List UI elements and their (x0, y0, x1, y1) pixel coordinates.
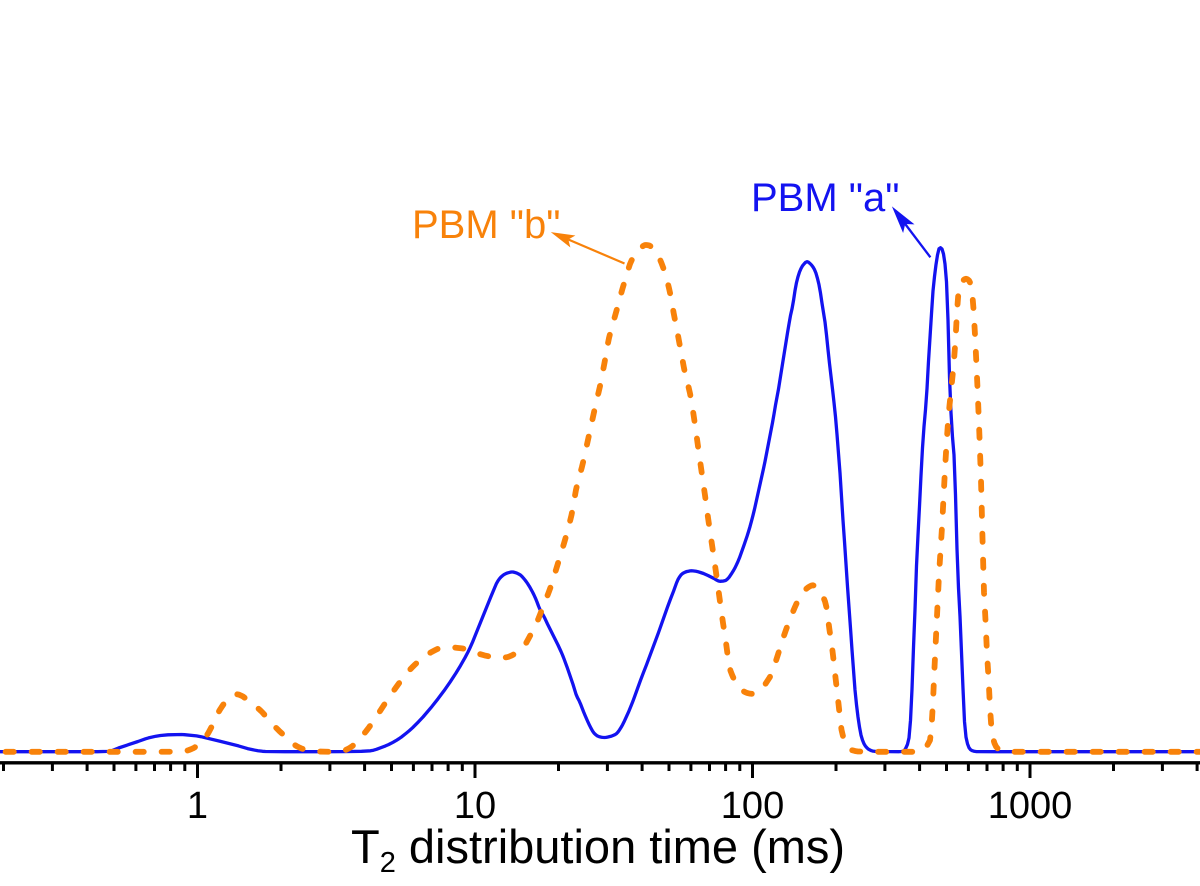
svg-text:1000: 1000 (988, 785, 1073, 827)
svg-text:1: 1 (187, 785, 208, 827)
svg-text:PBM "b": PBM "b" (412, 203, 560, 247)
svg-text:T2 distribution time (ms): T2 distribution time (ms) (351, 820, 845, 879)
svg-text:10: 10 (454, 785, 496, 827)
svg-text:PBM "a": PBM "a" (751, 176, 899, 220)
svg-text:100: 100 (721, 785, 784, 827)
